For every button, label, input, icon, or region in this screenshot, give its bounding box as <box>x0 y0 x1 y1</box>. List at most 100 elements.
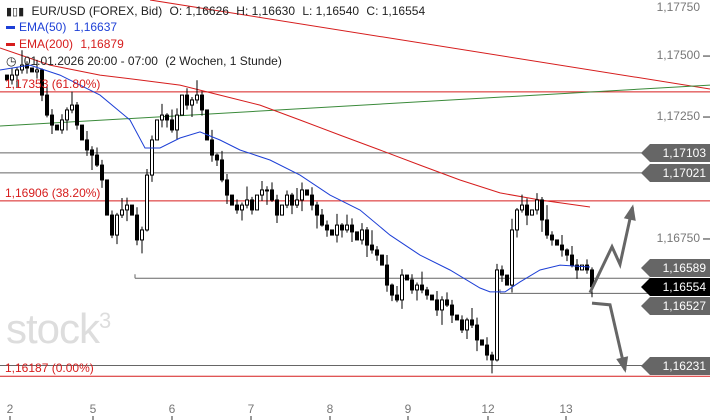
ema200-label: EMA(200) <box>19 37 74 51</box>
symbol-name: EUR/USD (FOREX, Bid) <box>31 4 163 18</box>
candle-body <box>275 199 279 216</box>
candle-body <box>480 339 484 346</box>
fib-label: 1,17353 (61.80%) <box>5 76 101 91</box>
ema200-swatch-icon <box>6 43 15 47</box>
candle-body <box>450 304 454 316</box>
high-value: H: 1,16630 <box>236 4 295 18</box>
candle-body <box>370 244 374 251</box>
candle-body <box>200 94 204 111</box>
x-tick-label: 7 <box>247 402 255 416</box>
candle-body <box>245 199 249 206</box>
candle-body <box>430 294 434 301</box>
candle-body <box>160 114 164 121</box>
candle-body <box>540 199 544 221</box>
candle-body <box>455 314 459 321</box>
candle-body <box>580 264 584 271</box>
candle-body <box>30 67 34 73</box>
candle-body <box>125 204 129 211</box>
ema50-label: EMA(50) <box>19 20 67 34</box>
candle-body <box>360 229 364 241</box>
candle-body <box>435 299 439 311</box>
trendline-uptrend <box>0 84 710 127</box>
candle-body <box>35 69 39 73</box>
candle-body <box>100 164 104 181</box>
candle-body <box>105 179 109 216</box>
candle-body <box>150 139 154 176</box>
arrowhead-up-icon <box>623 204 636 221</box>
candle-body <box>470 319 474 326</box>
candle-body <box>490 354 494 361</box>
candle-body <box>460 319 464 331</box>
y-tick-label: 1,16750 <box>656 230 700 245</box>
candle-body <box>155 119 159 141</box>
candle-body <box>550 234 554 241</box>
x-tick-label: 8 <box>326 402 334 416</box>
candle-body <box>50 114 54 126</box>
trendline-downtrend <box>149 0 710 90</box>
candle-body <box>400 274 404 301</box>
candle-body <box>70 104 74 111</box>
candle-body <box>420 284 424 291</box>
candle-body <box>135 214 139 241</box>
clock-icon: ◷ <box>6 54 17 68</box>
candle-body <box>270 189 274 201</box>
candle-body <box>555 239 559 246</box>
candle-body <box>535 199 539 211</box>
ema50-value: 1,16637 <box>73 20 118 34</box>
legend-ema50[interactable]: EMA(50) 1,16637 <box>6 20 121 34</box>
candle-body <box>565 249 569 256</box>
candle-body <box>465 319 469 331</box>
candle-body <box>75 104 79 126</box>
candle-body <box>335 224 339 236</box>
y-tick-label: 1,17250 <box>656 109 700 124</box>
level-badge: 1,17021 <box>641 163 710 182</box>
candle-body <box>225 179 229 196</box>
candle-body <box>300 189 304 201</box>
candle-body <box>345 224 349 231</box>
candle-body <box>55 124 59 131</box>
candle-body <box>325 224 329 231</box>
candle-body <box>530 209 534 216</box>
candle-body <box>230 194 234 206</box>
candle-body <box>505 274 509 286</box>
candle-body <box>585 264 589 271</box>
candle-body <box>340 224 344 231</box>
candle-body <box>115 214 119 236</box>
ema50-line <box>0 64 591 293</box>
candle-body <box>410 279 414 291</box>
candle-body <box>145 174 149 231</box>
candle-body <box>170 119 174 131</box>
candle-body <box>510 229 514 286</box>
candle-body <box>445 299 449 306</box>
candle-body <box>305 189 309 196</box>
fib-label: 1,16187 (0.00%) <box>5 361 94 376</box>
candle-body <box>120 209 124 216</box>
x-tick-label: 2 <box>6 402 14 416</box>
level-badge: 1,16527 <box>641 296 710 315</box>
candle-body <box>260 189 264 196</box>
stock3-watermark: stock3 <box>6 305 111 352</box>
candle-body <box>255 194 259 211</box>
candle-body <box>330 229 334 236</box>
candle-body <box>475 324 479 341</box>
candle-body <box>310 194 314 206</box>
candle-body <box>60 119 64 131</box>
candle-body <box>440 299 444 311</box>
candle-body <box>110 214 114 236</box>
candle-body <box>575 264 579 271</box>
open-value: O: 1,16626 <box>169 4 229 18</box>
candle-body <box>235 204 239 211</box>
candle-body <box>315 204 319 216</box>
candle-body <box>45 94 49 116</box>
candle-body <box>25 64 29 69</box>
candle-body <box>195 94 199 101</box>
legend-ema200[interactable]: EMA(200) 1,16879 <box>6 37 128 51</box>
candle-body <box>425 289 429 296</box>
candle-body <box>495 269 499 361</box>
candle-body <box>365 229 369 246</box>
candle-body <box>485 344 489 356</box>
candle-body <box>415 284 419 291</box>
candle-body <box>375 249 379 256</box>
